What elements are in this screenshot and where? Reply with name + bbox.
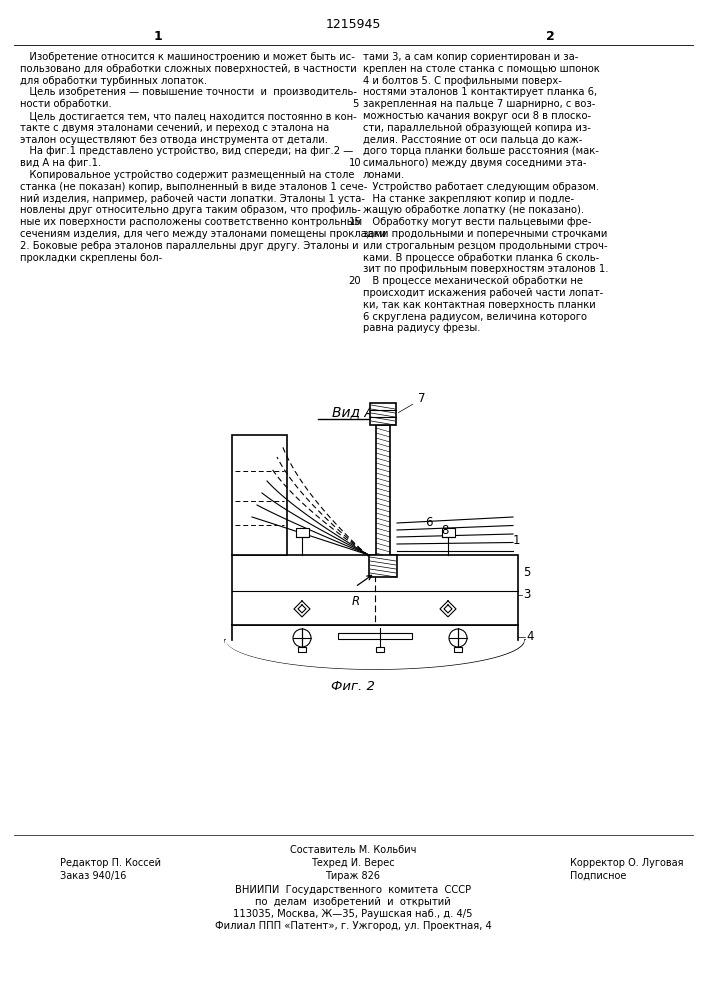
Text: 1: 1 [513,534,520,548]
Text: Фиг. 2: Фиг. 2 [331,680,375,693]
Bar [376,425,390,563]
Text: ности обработки.: ности обработки. [20,99,112,109]
Text: 2: 2 [546,30,554,43]
Text: происходит искажения рабочей части лопат-: происходит искажения рабочей части лопат… [363,288,603,298]
Text: Техред И. Верес: Техред И. Верес [311,858,395,868]
Text: для обработки турбинных лопаток.: для обработки турбинных лопаток. [20,76,207,86]
Bar [369,555,397,577]
Text: зит по профильным поверхностям эталонов 1.: зит по профильным поверхностям эталонов … [363,264,609,274]
Bar [376,647,384,652]
Text: ками. В процессе обработки планка 6 сколь-: ками. В процессе обработки планка 6 скол… [363,253,600,263]
Bar [298,647,306,652]
Text: Обработку могут вести пальцевыми фре-: Обработку могут вести пальцевыми фре- [363,217,592,227]
Text: На станке закрепляют копир и подле-: На станке закрепляют копир и подле- [363,194,574,204]
Text: делия. Расстояние от оси пальца до каж-: делия. Расстояние от оси пальца до каж- [363,135,583,145]
Text: Устройство работает следующим образом.: Устройство работает следующим образом. [363,182,599,192]
Text: зами продольными и поперечными строчками: зами продольными и поперечными строчками [363,229,607,239]
Text: R: R [352,595,360,608]
Text: дого торца планки больше расстояния (мак-: дого торца планки больше расстояния (мак… [363,146,599,156]
Text: ВНИИПИ  Государственного  комитета  СССР: ВНИИПИ Государственного комитета СССР [235,885,471,895]
Text: или строгальным резцом продольными строч-: или строгальным резцом продольными строч… [363,241,607,251]
Text: 1215945: 1215945 [325,18,380,31]
Bar [296,528,309,537]
Text: Цель изобретения — повышение точности  и  производитель-: Цель изобретения — повышение точности и … [20,87,357,97]
Text: Цель достигается тем, что палец находится постоянно в кон-: Цель достигается тем, что палец находитс… [20,111,357,121]
Text: ные их поверхности расположены соответственно контрольным: ные их поверхности расположены соответст… [20,217,362,227]
Text: 15: 15 [349,217,361,227]
Text: В процессе механической обработки не: В процессе механической обработки не [363,276,583,286]
Text: можностью качания вокруг оси 8 в плоско-: можностью качания вокруг оси 8 в плоско- [363,111,591,121]
Text: креплен на столе станка с помощью шпонок: креплен на столе станка с помощью шпонок [363,64,600,74]
Text: лонами.: лонами. [363,170,405,180]
Text: 5: 5 [523,566,530,580]
Text: Заказ 940/16: Заказ 940/16 [60,871,127,881]
Text: 113035, Москва, Ж—35, Раушская наб., д. 4/5: 113035, Москва, Ж—35, Раушская наб., д. … [233,909,473,919]
Text: ностями эталонов 1 контактирует планка 6,: ностями эталонов 1 контактирует планка 6… [363,87,597,97]
Text: 4: 4 [526,631,534,644]
Text: такте с двумя эталонами сечений, и переход с эталона на: такте с двумя эталонами сечений, и перех… [20,123,329,133]
Text: Тираж 826: Тираж 826 [325,871,380,881]
Text: Вид А: Вид А [332,405,374,419]
Bar [454,647,462,652]
Text: Копировальное устройство содержит размещенный на столе: Копировальное устройство содержит размещ… [20,170,354,180]
Text: эталон осуществляют без отвода инструмента от детали.: эталон осуществляют без отвода инструмен… [20,135,328,145]
Text: вид А на фиг.1.: вид А на фиг.1. [20,158,101,168]
Text: сти, параллельной образующей копира из-: сти, параллельной образующей копира из- [363,123,591,133]
Bar [232,435,287,555]
Text: тами 3, а сам копир сориентирован и за-: тами 3, а сам копир сориентирован и за- [363,52,578,62]
Text: 4 и болтов 5. С профильными поверх-: 4 и болтов 5. С профильными поверх- [363,76,562,86]
Bar [232,555,518,625]
Bar [338,633,412,639]
Text: 3: 3 [523,588,530,601]
Text: станка (не показан) копир, выполненный в виде эталонов 1 сече-: станка (не показан) копир, выполненный в… [20,182,368,192]
Text: Изобретение относится к машиностроению и может быть ис-: Изобретение относится к машиностроению и… [20,52,355,62]
Text: 5: 5 [352,99,358,109]
Text: закрепленная на пальце 7 шарнирно, с воз-: закрепленная на пальце 7 шарнирно, с воз… [363,99,595,109]
Text: Филиал ППП «Патент», г. Ужгород, ул. Проектная, 4: Филиал ППП «Патент», г. Ужгород, ул. Про… [215,921,491,931]
Text: пользовано для обработки сложных поверхностей, в частности: пользовано для обработки сложных поверхн… [20,64,357,74]
Text: 7: 7 [399,392,426,413]
Text: 10: 10 [349,158,361,168]
Text: 8: 8 [441,524,448,538]
Text: Редактор П. Коссей: Редактор П. Коссей [60,858,161,868]
Text: сечениям изделия, для чего между эталонами помещены прокладки: сечениям изделия, для чего между эталона… [20,229,386,239]
Bar [370,403,396,425]
Text: равна радиусу фрезы.: равна радиусу фрезы. [363,323,481,333]
Text: Подписное: Подписное [570,871,626,881]
Text: симального) между двумя соседними эта-: симального) между двумя соседними эта- [363,158,587,168]
Text: 6 скруглена радиусом, величина которого: 6 скруглена радиусом, величина которого [363,312,587,322]
Text: Составитель М. Кольбич: Составитель М. Кольбич [290,845,416,855]
Text: прокладки скреплены бол-: прокладки скреплены бол- [20,253,162,263]
Text: 6: 6 [425,516,433,530]
Text: 1: 1 [153,30,163,43]
Text: новлены друг относительно друга таким образом, что профиль-: новлены друг относительно друга таким об… [20,205,361,215]
Text: 2. Боковые ребра эталонов параллельны друг другу. Эталоны и: 2. Боковые ребра эталонов параллельны др… [20,241,358,251]
Text: Корректор О. Луговая: Корректор О. Луговая [570,858,684,868]
Text: ки, так как контактная поверхность планки: ки, так как контактная поверхность планк… [363,300,596,310]
Text: по  делам  изобретений  и  открытий: по делам изобретений и открытий [255,897,451,907]
Text: жащую обработке лопатку (не показано).: жащую обработке лопатку (не показано). [363,205,584,215]
Text: ний изделия, например, рабочей части лопатки. Эталоны 1 уста-: ний изделия, например, рабочей части лоп… [20,194,365,204]
Bar [442,528,455,537]
Text: На фиг.1 представлено устройство, вид спереди; на фиг.2 —: На фиг.1 представлено устройство, вид сп… [20,146,354,156]
Text: 20: 20 [349,276,361,286]
